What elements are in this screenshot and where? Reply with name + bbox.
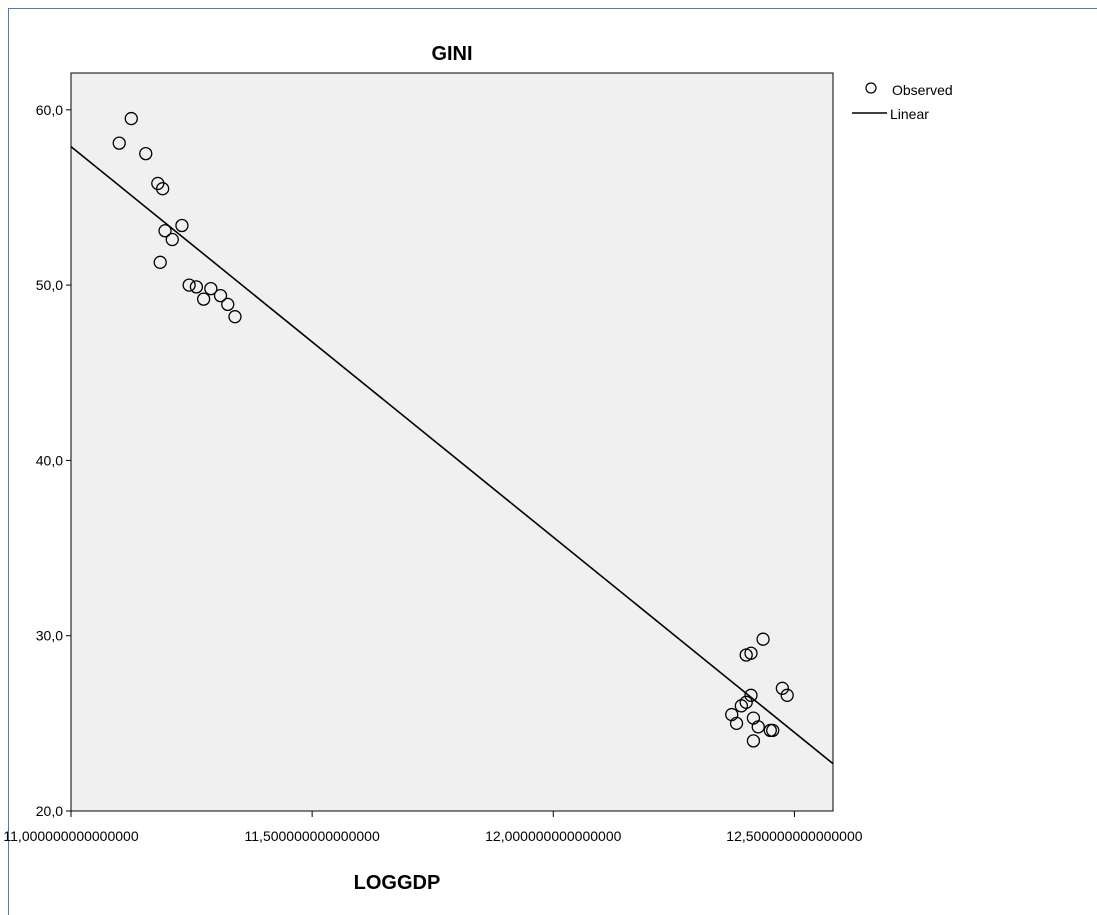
observed-point <box>213 288 228 303</box>
x-tick-label: 12,000000000000000 <box>485 828 621 844</box>
observed-point <box>766 723 780 738</box>
observed-point <box>780 688 794 702</box>
observed-point <box>744 688 758 702</box>
observed-point <box>189 280 204 294</box>
observed-point <box>204 281 218 296</box>
observed-point <box>153 255 167 269</box>
y-axis-ticks: 20,0 30,0 40,0 50,0 60,0 <box>36 102 71 819</box>
observed-point <box>124 111 138 126</box>
x-tick-label: 11,500000000000000 <box>245 828 380 844</box>
observed-point <box>756 632 770 646</box>
observed-point <box>182 278 196 292</box>
observed-point <box>158 224 172 238</box>
plot-area <box>70 72 834 812</box>
observed-point <box>139 146 153 161</box>
series-layer <box>70 111 834 765</box>
y-tick-label: 50,0 <box>36 277 63 293</box>
observed-point <box>729 716 744 731</box>
observed-point <box>746 734 761 748</box>
legend-observed-label: Observed <box>892 82 953 98</box>
observed-point <box>175 218 189 233</box>
x-tick-label: 12,500000000000000 <box>726 828 862 844</box>
chart-title: GINI <box>431 43 472 65</box>
observed-point <box>775 681 790 695</box>
observed-point <box>228 310 242 324</box>
y-tick-label: 30,0 <box>36 628 63 644</box>
observed-point <box>165 232 179 247</box>
observed-point <box>221 297 235 312</box>
observed-point <box>196 292 211 306</box>
legend: Observed Linear <box>852 82 953 122</box>
observed-point <box>155 182 170 196</box>
legend-observed-marker-icon <box>865 82 877 94</box>
x-axis-label: LOGGDP <box>354 872 441 894</box>
observed-point <box>739 695 753 709</box>
observed-point <box>744 646 758 660</box>
output-frame <box>8 8 1097 915</box>
y-tick-label: 20,0 <box>36 803 63 819</box>
linear-fit-line <box>70 146 834 765</box>
observed-point <box>751 720 765 734</box>
x-axis-ticks: 11,000000000000000 11,500000000000000 12,0… <box>3 811 863 844</box>
x-tick-label: 11,000000000000000 <box>3 828 138 844</box>
y-tick-label: 60,0 <box>36 102 63 118</box>
observed-point <box>112 136 126 150</box>
y-tick-label: 40,0 <box>36 452 63 468</box>
legend-linear-label: Linear <box>890 106 929 122</box>
